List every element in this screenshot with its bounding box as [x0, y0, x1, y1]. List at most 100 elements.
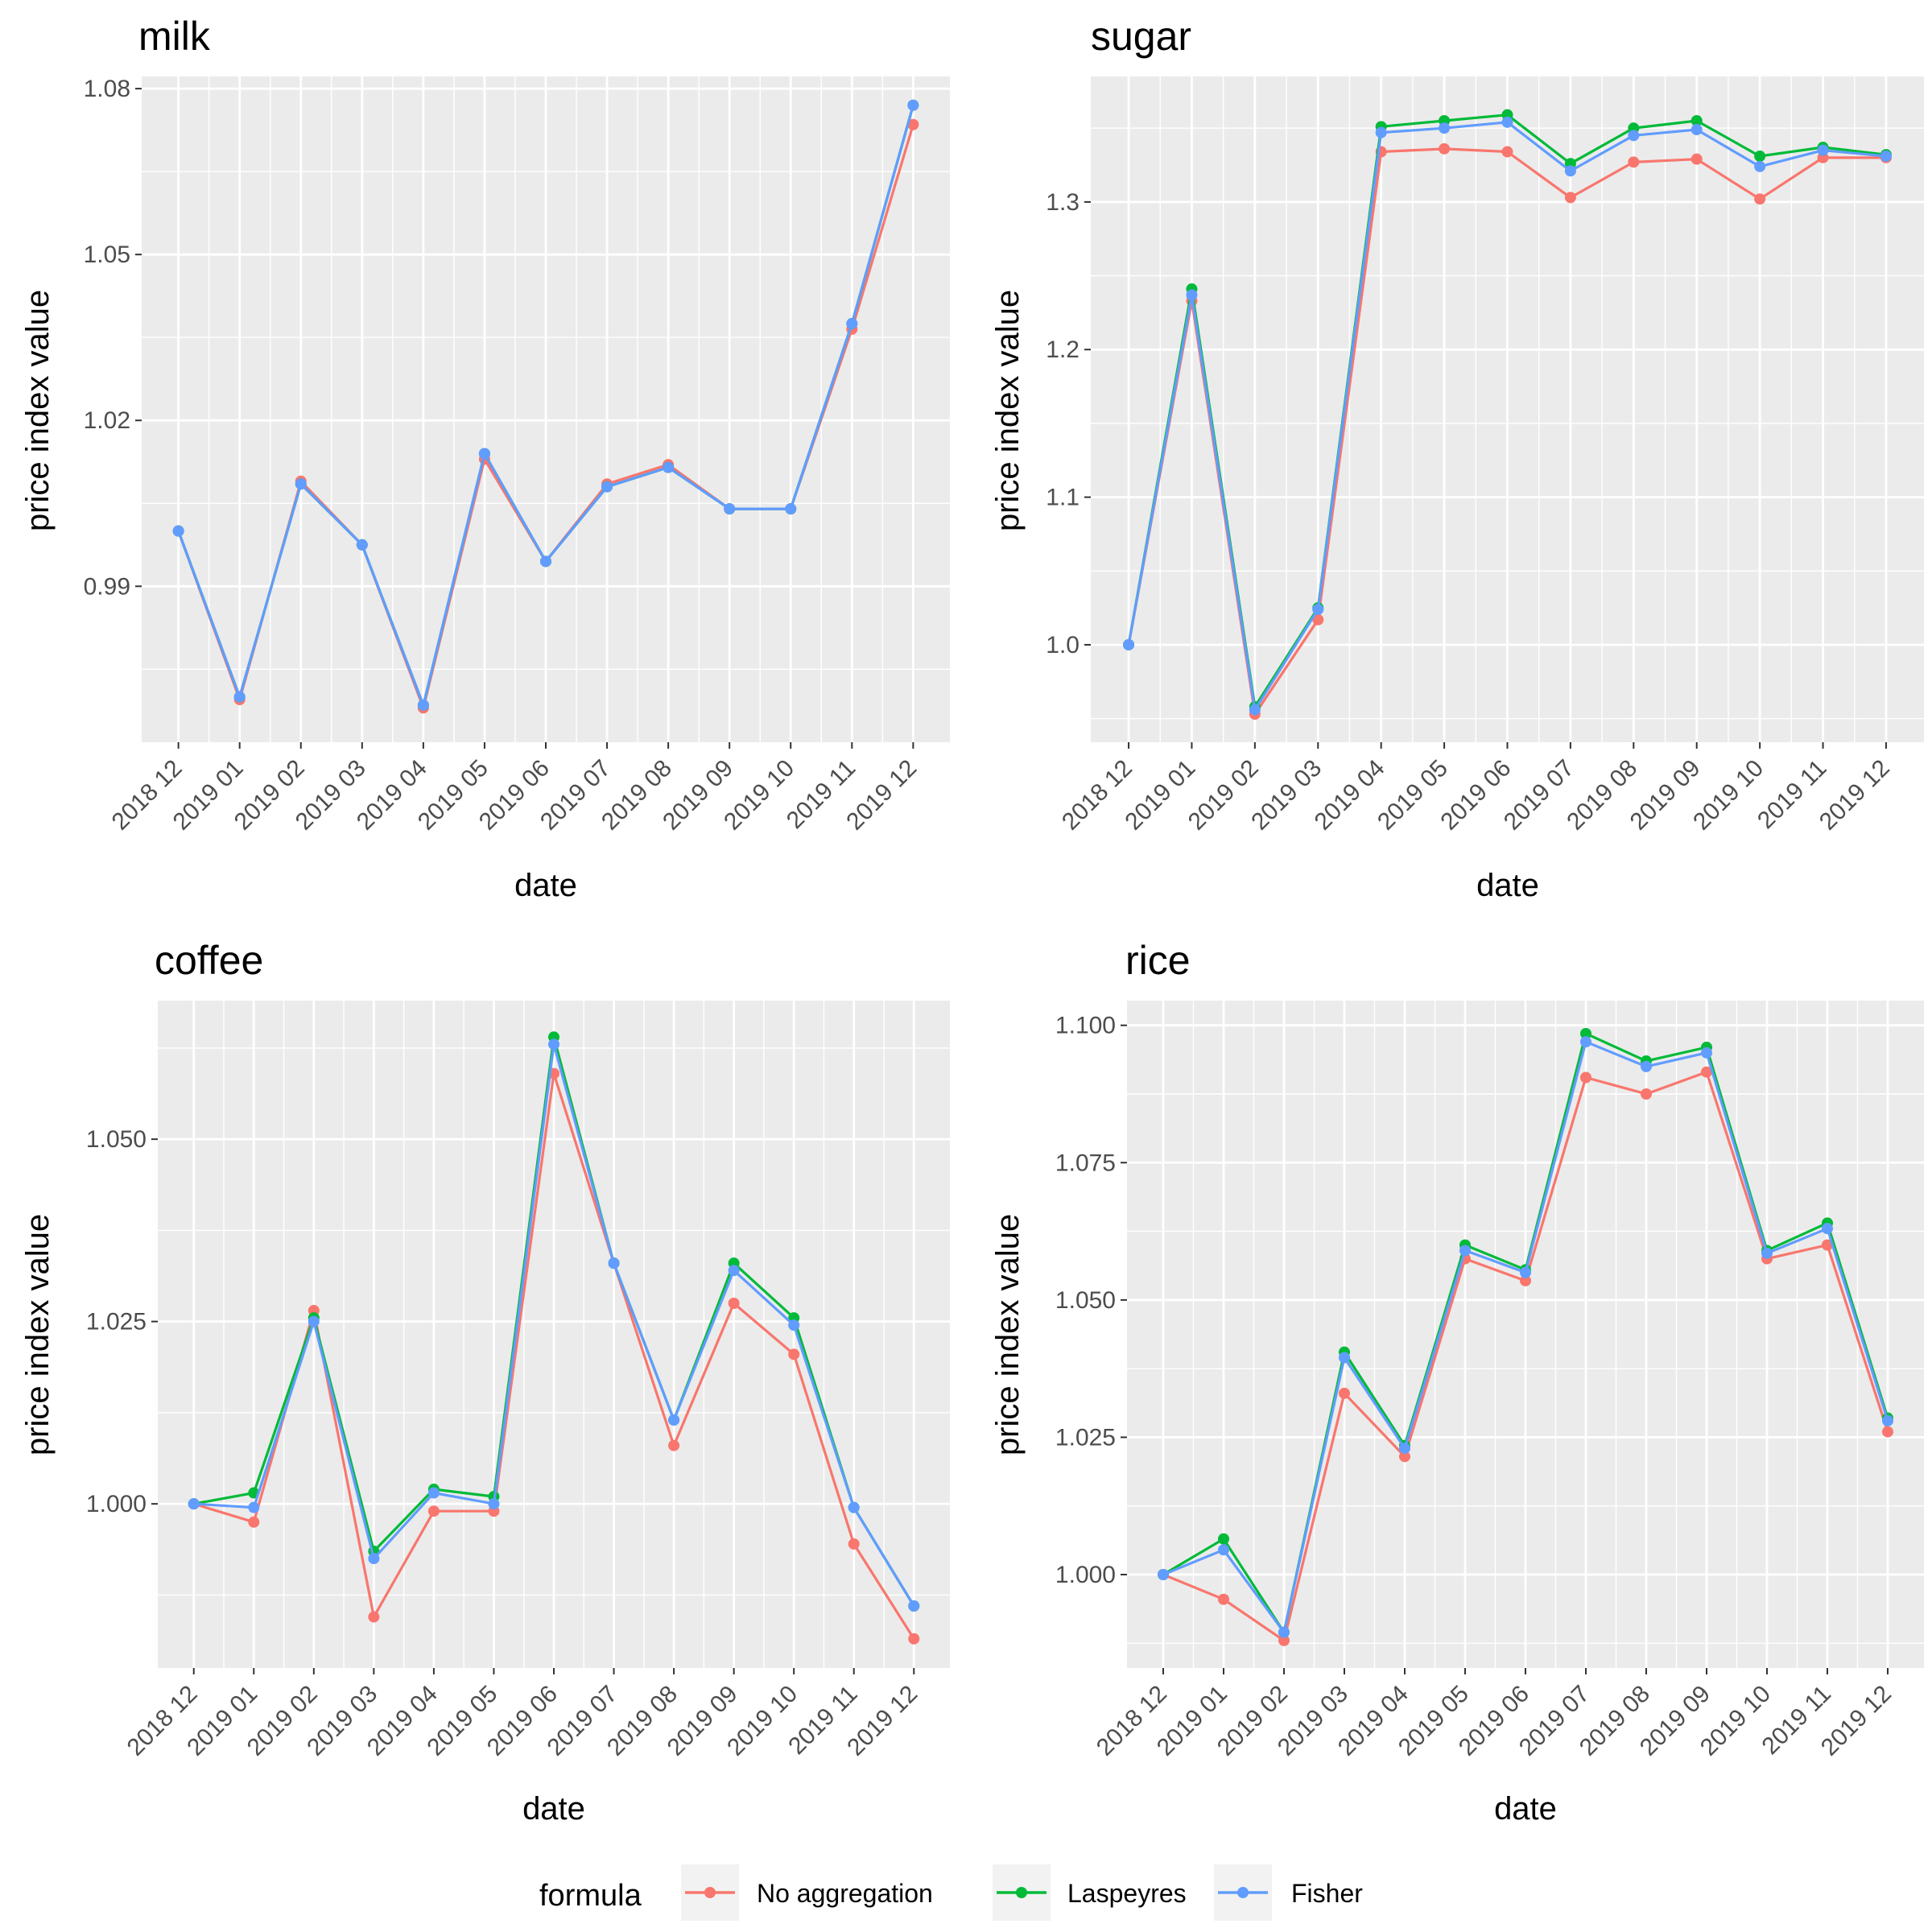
data-point-fisher	[1564, 165, 1576, 177]
data-point-fisher	[788, 1319, 800, 1331]
data-point-fisher	[1880, 151, 1892, 163]
data-point-no-aggregation	[1312, 613, 1324, 625]
data-point-no-aggregation	[1339, 1387, 1350, 1399]
y-tick-label: 1.2	[1046, 336, 1080, 363]
data-point-laspeyres	[1754, 151, 1766, 163]
data-point-fisher	[1520, 1266, 1531, 1278]
data-point-no-aggregation	[248, 1516, 260, 1528]
x-axis-title: date	[1494, 1791, 1557, 1827]
data-point-no-aggregation	[848, 1538, 860, 1550]
y-tick-label: 1.1	[1046, 485, 1080, 511]
panel-title: sugar	[1091, 14, 1191, 59]
data-point-fisher	[1339, 1352, 1350, 1364]
data-point-fisher	[1375, 126, 1387, 138]
data-point-fisher	[608, 1257, 620, 1269]
data-point-fisher	[728, 1265, 740, 1277]
y-axis-title: price index value	[20, 290, 56, 531]
data-point-fisher	[1641, 1060, 1652, 1072]
data-point-no-aggregation	[1690, 153, 1703, 165]
series-fisher	[172, 99, 919, 711]
data-point-fisher	[1701, 1046, 1712, 1059]
legend-label-no-aggregation: No aggregation	[757, 1879, 933, 1908]
data-point-fisher	[1501, 116, 1513, 128]
data-point-fisher	[1123, 638, 1135, 650]
y-tick-label: 1.02	[84, 407, 130, 434]
legend-label-laspeyres: Laspeyres	[1067, 1879, 1187, 1908]
data-point-fisher	[478, 448, 490, 460]
data-point-no-aggregation	[368, 1611, 380, 1623]
data-point-no-aggregation	[1882, 1426, 1893, 1438]
x-axis-title: date	[522, 1791, 585, 1827]
data-point-fisher	[427, 1487, 440, 1499]
panel-title: coffee	[155, 938, 263, 983]
data-point-laspeyres	[1690, 115, 1703, 127]
data-point-fisher	[1278, 1626, 1290, 1638]
data-point-fisher	[907, 99, 919, 111]
y-tick-label: 1.050	[86, 1126, 147, 1153]
legend-key-point	[704, 1887, 716, 1898]
data-point-no-aggregation	[1218, 1593, 1229, 1605]
legend: formula No aggregation Laspeyres Fisher	[539, 1864, 1363, 1921]
legend-item-fisher: Fisher	[1214, 1864, 1363, 1921]
y-tick-label: 1.000	[86, 1491, 147, 1517]
data-point-fisher	[1690, 124, 1703, 136]
data-point-no-aggregation	[668, 1439, 680, 1451]
data-point-no-aggregation	[1754, 193, 1766, 205]
data-point-fisher	[488, 1498, 500, 1510]
data-point-fisher	[1628, 130, 1640, 142]
data-point-fisher	[295, 478, 307, 490]
data-point-fisher	[248, 1501, 260, 1513]
data-point-fisher	[308, 1315, 320, 1327]
data-point-no-aggregation	[1641, 1088, 1652, 1100]
y-tick-label: 1.025	[1055, 1424, 1116, 1451]
data-point-fisher	[417, 699, 429, 711]
data-point-fisher	[1761, 1247, 1773, 1259]
data-point-laspeyres	[1218, 1533, 1229, 1545]
y-axis-title: price index value	[20, 1214, 56, 1455]
data-point-fisher	[1882, 1414, 1893, 1426]
legend-item-no-aggregation: No aggregation	[681, 1864, 933, 1921]
data-point-fisher	[172, 525, 184, 537]
data-point-no-aggregation	[1520, 1274, 1531, 1286]
y-tick-label: 1.100	[1055, 1013, 1116, 1039]
legend-key-point	[1237, 1887, 1249, 1898]
data-point-no-aggregation	[1564, 192, 1576, 204]
data-point-fisher	[1754, 160, 1766, 172]
data-point-no-aggregation	[1822, 1239, 1833, 1251]
data-point-no-aggregation	[788, 1348, 800, 1360]
data-point-fisher	[1822, 1223, 1833, 1235]
data-point-no-aggregation	[907, 118, 919, 130]
data-point-fisher	[724, 503, 736, 515]
data-point-fisher	[1158, 1569, 1169, 1581]
data-point-fisher	[548, 1038, 559, 1051]
data-point-fisher	[368, 1553, 380, 1565]
x-axis-title: date	[514, 868, 577, 903]
series-fisher	[1158, 1036, 1893, 1638]
data-point-fisher	[848, 1501, 860, 1513]
data-point-fisher	[1817, 144, 1829, 156]
legend-label-fisher: Fisher	[1291, 1879, 1363, 1908]
data-point-fisher	[233, 691, 246, 703]
data-point-no-aggregation	[1278, 1634, 1290, 1646]
y-tick-label: 1.08	[84, 76, 130, 102]
data-point-fisher	[356, 539, 368, 551]
data-point-fisher	[1459, 1245, 1471, 1257]
data-point-no-aggregation	[908, 1633, 920, 1645]
data-point-fisher	[1580, 1036, 1591, 1048]
data-point-fisher	[908, 1600, 920, 1612]
y-tick-label: 1.3	[1046, 189, 1080, 216]
x-axis-title: date	[1476, 868, 1539, 903]
y-tick-label: 1.075	[1055, 1150, 1116, 1176]
data-point-laspeyres	[1580, 1027, 1591, 1039]
data-point-fisher	[846, 318, 858, 330]
panel-title: rice	[1125, 938, 1191, 983]
series-fisher	[188, 1038, 920, 1612]
data-point-no-aggregation	[1501, 146, 1513, 158]
data-point-fisher	[1249, 704, 1261, 716]
data-point-no-aggregation	[1701, 1066, 1712, 1078]
data-point-no-aggregation	[1399, 1451, 1410, 1463]
legend-title: formula	[539, 1879, 642, 1913]
